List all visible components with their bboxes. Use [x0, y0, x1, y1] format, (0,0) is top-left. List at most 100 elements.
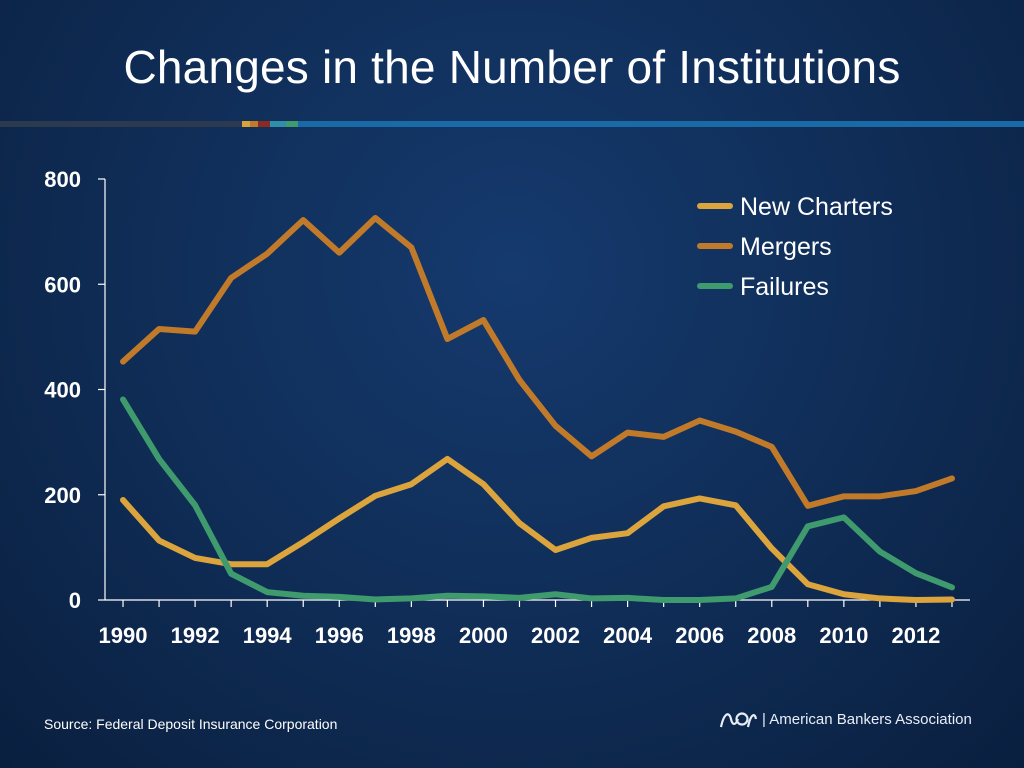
- data-point-new-charters: [302, 541, 304, 543]
- chart-series: [120, 214, 955, 603]
- y-tick-label: 800: [44, 167, 81, 192]
- data-point-new-charters: [518, 522, 520, 524]
- data-point-failures: [555, 593, 557, 595]
- x-tick-label: 1994: [243, 623, 293, 648]
- data-point-mergers: [410, 246, 412, 248]
- data-point-mergers: [663, 436, 665, 438]
- data-point-failures: [735, 597, 737, 599]
- page-title: Changes in the Number of Institutions: [123, 41, 901, 93]
- series-line-mergers: [120, 214, 955, 509]
- data-point-mergers: [735, 431, 737, 433]
- data-point-new-charters: [699, 497, 701, 499]
- aba-logo-icon: [719, 712, 758, 728]
- x-tick-label: 2004: [603, 623, 653, 648]
- data-point-new-charters: [555, 549, 557, 551]
- data-point-mergers: [951, 477, 953, 479]
- x-tick-label: 1998: [387, 623, 436, 648]
- data-point-failures: [879, 551, 881, 553]
- data-point-mergers: [482, 319, 484, 321]
- data-point-mergers: [230, 277, 232, 279]
- data-point-new-charters: [807, 583, 809, 585]
- data-point-mergers: [699, 420, 701, 422]
- title-divider-green: [286, 121, 298, 127]
- x-tick-label: 2012: [891, 623, 940, 648]
- data-point-mergers: [518, 379, 520, 381]
- data-point-mergers: [446, 338, 448, 340]
- series-line-new-charters: [120, 455, 955, 603]
- series-line-failures: [120, 396, 955, 603]
- title-divider-red: [258, 121, 270, 127]
- data-point-failures: [699, 599, 701, 601]
- data-point-new-charters: [843, 593, 845, 595]
- legend-label-mergers: Mergers: [740, 233, 832, 261]
- data-point-new-charters: [879, 597, 881, 599]
- legend-label-failures: Failures: [740, 273, 829, 301]
- x-tick-label: 2010: [819, 623, 868, 648]
- footer-branding: | American Bankers Association: [718, 706, 972, 732]
- data-point-mergers: [158, 328, 160, 330]
- data-point-mergers: [807, 505, 809, 507]
- data-point-failures: [374, 598, 376, 600]
- title-divider-blue: [298, 121, 1024, 127]
- data-point-mergers: [771, 446, 773, 448]
- data-point-mergers: [122, 361, 124, 363]
- data-point-failures: [302, 595, 304, 597]
- organization-name: | American Bankers Association: [762, 710, 972, 728]
- data-point-failures: [591, 597, 593, 599]
- data-point-failures: [627, 597, 629, 599]
- data-point-failures: [518, 597, 520, 599]
- data-point-new-charters: [266, 563, 268, 565]
- x-tick-label: 2008: [747, 623, 796, 648]
- data-point-failures: [771, 586, 773, 588]
- data-point-new-charters: [771, 547, 773, 549]
- title-divider-orange: [250, 121, 258, 127]
- data-point-new-charters: [951, 598, 953, 600]
- data-point-mergers: [627, 432, 629, 434]
- data-point-mergers: [555, 425, 557, 427]
- data-point-failures: [663, 599, 665, 601]
- data-point-failures: [915, 572, 917, 574]
- y-tick-label: 400: [44, 378, 81, 403]
- data-point-failures: [446, 595, 448, 597]
- data-point-failures: [410, 597, 412, 599]
- data-point-failures: [158, 458, 160, 460]
- data-point-failures: [194, 504, 196, 506]
- data-point-mergers: [302, 219, 304, 221]
- data-point-failures: [122, 398, 124, 400]
- data-point-new-charters: [338, 517, 340, 519]
- data-point-new-charters: [627, 532, 629, 534]
- data-point-failures: [951, 586, 953, 588]
- data-point-mergers: [915, 490, 917, 492]
- title-divider-gold: [242, 121, 250, 127]
- data-point-failures: [482, 595, 484, 597]
- data-point-new-charters: [158, 540, 160, 542]
- data-point-new-charters: [374, 495, 376, 497]
- data-point-failures: [230, 573, 232, 575]
- data-point-failures: [843, 516, 845, 518]
- data-point-new-charters: [663, 505, 665, 507]
- data-point-new-charters: [446, 458, 448, 460]
- legend-label-new-charters: New Charters: [740, 193, 893, 221]
- data-point-new-charters: [194, 557, 196, 559]
- data-point-mergers: [591, 455, 593, 457]
- x-tick-label: 1990: [99, 623, 148, 648]
- data-point-new-charters: [735, 504, 737, 506]
- data-point-mergers: [194, 331, 196, 333]
- data-point-failures: [807, 525, 809, 527]
- data-point-mergers: [879, 495, 881, 497]
- data-point-new-charters: [230, 563, 232, 565]
- data-point-failures: [338, 596, 340, 598]
- source-note: Source: Federal Deposit Insurance Corpor…: [44, 716, 338, 732]
- chart-axes: 0 200 400 600 800 1990 1992 1994 1996 1998 2000 200…: [44, 167, 970, 648]
- data-point-failures: [266, 591, 268, 593]
- data-point-mergers: [338, 252, 340, 254]
- x-tick-label: 2006: [675, 623, 724, 648]
- data-point-new-charters: [410, 483, 412, 485]
- chart-legend: New Charters Mergers Failures: [697, 193, 893, 301]
- data-point-new-charters: [122, 499, 124, 501]
- data-point-mergers: [374, 217, 376, 219]
- title-divider-teal: [270, 121, 286, 127]
- x-tick-label: 2002: [531, 623, 580, 648]
- x-tick-label: 2000: [459, 623, 508, 648]
